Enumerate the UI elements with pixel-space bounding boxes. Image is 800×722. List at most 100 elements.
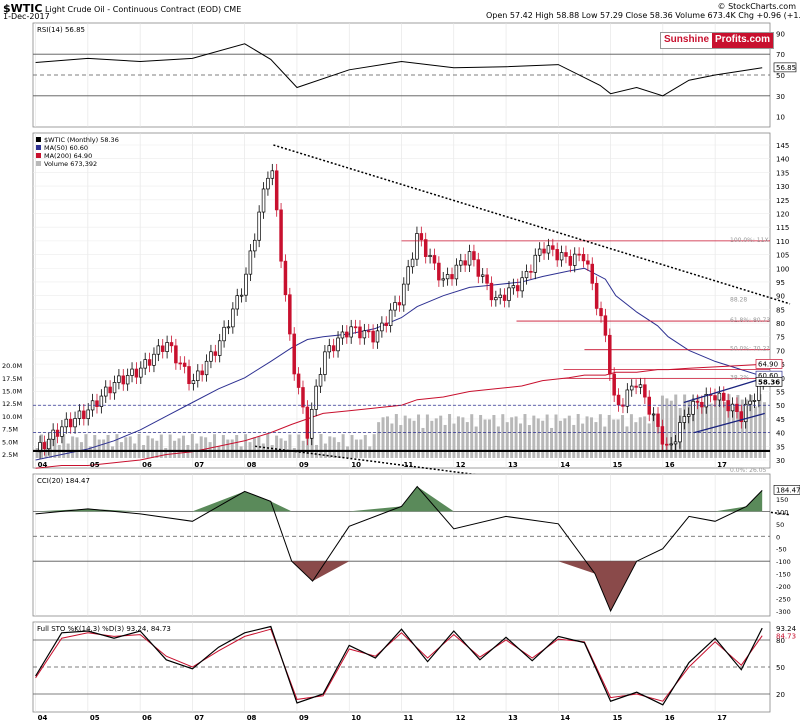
volume-bar <box>275 435 279 458</box>
volume-bar <box>532 415 536 458</box>
volume-bar <box>589 417 593 458</box>
price-tick-label: 100 <box>776 265 789 273</box>
volume-bar <box>669 400 673 458</box>
price-tick-label: 30 <box>776 457 785 465</box>
candle-body <box>283 260 288 296</box>
price-tick-label: 130 <box>776 183 789 191</box>
candle-body <box>248 250 253 275</box>
volume-bar <box>691 398 695 458</box>
ohlc-summary: Open 57.42 High 58.88 Low 57.29 Close 58… <box>486 11 800 20</box>
price-tick-label: 90 <box>776 293 785 301</box>
volume-bar <box>199 436 203 458</box>
price-tick-label: 140 <box>776 156 789 164</box>
volume-bar <box>687 400 691 458</box>
volume-bar <box>452 423 456 458</box>
volume-bar <box>470 414 474 458</box>
cci-tick-label: -300 <box>776 608 791 616</box>
candle-body <box>572 253 577 266</box>
rsi-tick-label: 70 <box>776 51 785 59</box>
candle-body <box>735 403 739 412</box>
symbol: $WTIC <box>3 2 43 15</box>
rsi-title: RSI(14) 56.85 <box>37 26 85 34</box>
candle-body <box>415 233 419 260</box>
candle-body <box>722 392 726 401</box>
volume-bar <box>501 414 505 458</box>
price-year-label: 05 <box>90 461 100 469</box>
candle-body <box>739 411 744 423</box>
bottom-year-label: 08 <box>247 714 257 722</box>
volume-bar <box>403 415 407 458</box>
volume-bar <box>629 414 633 458</box>
volume-bar <box>514 416 518 458</box>
candle-body <box>660 426 665 445</box>
candle-body <box>651 413 656 416</box>
volume-bar <box>740 399 744 458</box>
candle-body <box>489 282 494 301</box>
candle-body <box>217 340 222 356</box>
candle-body <box>226 326 231 329</box>
cci-last-value: 184.47 <box>776 486 800 494</box>
exchange: CME <box>223 5 242 14</box>
bottom-year-label: 15 <box>613 714 623 722</box>
rsi-tick-label: 90 <box>776 30 785 38</box>
bottom-year-label: 11 <box>404 714 414 722</box>
price-label-box <box>755 376 783 387</box>
candle-body <box>454 264 459 280</box>
volume-tick-label: 20.0M <box>2 362 22 370</box>
candle-body <box>730 403 735 412</box>
candle-body <box>160 345 165 352</box>
cci-tick-label: 0 <box>776 533 780 541</box>
candle-body <box>301 387 305 408</box>
candle-body <box>380 322 384 332</box>
candle-body <box>375 330 380 343</box>
bottom-year-label: 16 <box>665 714 675 722</box>
candle-body <box>125 375 130 385</box>
volume-bar <box>519 423 523 458</box>
volume-bar <box>155 440 159 458</box>
volume-bar <box>354 439 358 458</box>
price-year-label: 14 <box>560 461 570 469</box>
volume-bar <box>709 403 713 458</box>
candle-body <box>112 382 117 394</box>
volume-tick-label: 2.5M <box>2 451 18 459</box>
candle-body <box>261 188 266 213</box>
candle-body <box>581 253 586 262</box>
candle-body <box>599 308 603 317</box>
price-tick-label: 85 <box>776 306 785 314</box>
volume-bar <box>749 395 753 458</box>
candle-body <box>551 245 555 250</box>
candle-body <box>480 274 485 277</box>
cci-tick-label: 150 <box>776 496 788 504</box>
volume-bar <box>306 438 310 458</box>
volume-bar <box>745 399 749 458</box>
candle-body <box>86 409 90 419</box>
candle-body <box>279 209 283 262</box>
candle-body <box>586 260 590 265</box>
candle-body <box>476 259 481 277</box>
candle-body <box>200 370 204 376</box>
candle-body <box>77 410 82 419</box>
candle-body <box>594 282 599 309</box>
volume-bar <box>221 434 225 458</box>
volume-bar <box>164 447 168 458</box>
candle-body <box>99 395 104 407</box>
candle-body <box>292 333 296 375</box>
volume-bar <box>505 422 509 458</box>
volume-bar <box>390 423 394 458</box>
volume-bar <box>146 435 150 458</box>
volume-bar <box>310 435 314 458</box>
bottom-year-label: 06 <box>142 714 152 722</box>
volume-bar <box>665 398 669 458</box>
legend-swatch <box>36 153 41 158</box>
volume-bar <box>372 434 376 458</box>
volume-bar <box>696 395 700 458</box>
volume-bar <box>634 422 638 458</box>
volume-bar <box>656 425 660 458</box>
price-year-label: 12 <box>456 461 466 469</box>
bottom-year-label: 04 <box>38 714 48 722</box>
candle-body <box>323 351 327 375</box>
candle-body <box>748 400 752 405</box>
price-year-label: 16 <box>665 461 675 469</box>
candle-body <box>388 309 393 326</box>
